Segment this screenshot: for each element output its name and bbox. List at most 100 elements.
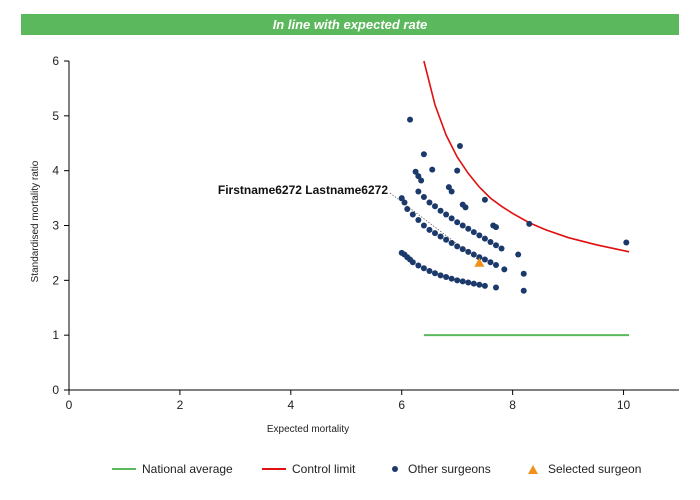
surgeon-point	[426, 268, 433, 275]
y-axis-title: Standardised mortality ratio	[30, 160, 41, 282]
surgeon-point	[398, 195, 405, 202]
y-tick-label: 6	[52, 54, 59, 68]
surgeon-point	[476, 254, 483, 261]
control-line-swatch	[262, 468, 286, 470]
surgeon-point	[432, 230, 438, 237]
surgeon-point	[415, 217, 422, 224]
legend-item-national: National average	[112, 460, 233, 478]
x-tick-label: 4	[287, 398, 294, 412]
surgeon-point	[401, 199, 408, 206]
surgeon-point	[454, 167, 461, 174]
selected-surgeon-label: Firstname6272 Lastname6272	[218, 183, 388, 197]
dot-swatch	[392, 466, 398, 472]
surgeon-point	[420, 222, 427, 229]
surgeon-point	[459, 278, 466, 285]
surgeon-point	[470, 229, 477, 236]
y-tick-label: 2	[52, 273, 59, 287]
legend-label-others: Other surgeons	[408, 462, 491, 476]
selected-surgeon-point	[474, 257, 485, 267]
legend-item-others: Other surgeons	[384, 460, 491, 478]
surgeon-point	[448, 240, 455, 247]
legend-label-selected: Selected surgeon	[548, 462, 642, 476]
y-tick-label: 1	[52, 328, 59, 342]
y-tick-label: 3	[52, 219, 59, 233]
surgeon-point	[459, 222, 466, 229]
surgeon-point	[437, 207, 444, 214]
x-tick-label: 6	[398, 398, 405, 412]
surgeon-point	[493, 224, 499, 231]
surgeon-point	[462, 204, 469, 211]
control-limit-line	[423, 60, 630, 253]
surgeon-point	[487, 238, 494, 245]
surgeon-point	[470, 280, 477, 287]
surgeon-point	[412, 168, 419, 175]
surgeon-point	[493, 242, 499, 249]
surgeon-point	[481, 282, 488, 289]
y-tick-label: 5	[52, 109, 59, 123]
surgeon-point	[404, 206, 411, 213]
surgeon-point	[520, 287, 527, 294]
legend-item-control: Control limit	[262, 460, 355, 478]
surgeon-point	[426, 226, 433, 233]
x-axis-title: Expected mortality	[267, 424, 349, 435]
surgeon-point	[415, 188, 422, 195]
surgeon-point	[420, 193, 427, 200]
surgeon-point	[443, 274, 450, 281]
surgeon-point	[418, 177, 425, 184]
surgeon-point	[465, 248, 472, 255]
national-line-swatch	[112, 468, 136, 470]
surgeon-point	[432, 270, 438, 277]
surgeon-point	[415, 262, 422, 269]
surgeon-point	[448, 188, 455, 195]
x-tick-label: 2	[177, 398, 184, 412]
y-tick-label: 0	[52, 383, 59, 397]
surgeon-point	[420, 265, 427, 272]
surgeon-point	[448, 275, 455, 282]
surgeon-point	[445, 184, 452, 191]
surgeon-point	[437, 233, 444, 240]
triangle-swatch	[528, 464, 538, 474]
legend-label-control: Control limit	[292, 462, 356, 476]
surgeon-point	[456, 142, 463, 149]
surgeon-point	[493, 284, 499, 291]
surgeon-point	[481, 196, 488, 203]
annotation-leader-line	[389, 192, 480, 262]
surgeon-point	[481, 235, 488, 242]
x-tick-label: 0	[66, 398, 73, 412]
surgeon-point	[493, 261, 499, 268]
surgeon-point	[454, 277, 461, 284]
surgeon-point	[465, 225, 472, 232]
y-tick-label: 4	[52, 164, 59, 178]
surgeon-point	[465, 279, 472, 286]
page-title: In line with expected rate	[21, 14, 679, 35]
surgeon-point	[415, 173, 422, 180]
funnel-plot: 0 1 2 3 4 5 6 0 2 4 6 8 10 Expected mortality Standard…	[30, 54, 679, 435]
surgeon-point	[623, 239, 630, 246]
surgeon-point	[501, 266, 508, 273]
surgeon-point	[426, 199, 433, 206]
surgeon-point	[420, 151, 427, 158]
surgeon-point	[437, 272, 444, 279]
surgeon-point	[432, 203, 438, 210]
surgeon-point	[526, 220, 533, 227]
surgeon-point	[454, 243, 461, 250]
legend-label-national: National average	[142, 462, 233, 476]
surgeon-point	[498, 245, 505, 252]
surgeon-point	[515, 251, 522, 258]
surgeon-point	[470, 251, 477, 258]
surgeon-point	[448, 215, 455, 222]
legend-item-selected: Selected surgeon	[522, 460, 641, 478]
legend: National average Control limit Other sur…	[0, 460, 700, 478]
surgeon-point	[443, 211, 450, 218]
surgeon-point	[409, 259, 416, 266]
surgeon-point	[520, 270, 527, 277]
surgeon-point	[409, 211, 416, 218]
surgeon-point	[429, 166, 436, 173]
surgeon-point	[454, 219, 461, 226]
surgeon-point	[476, 232, 483, 239]
surgeon-point	[443, 236, 450, 243]
surgeon-point	[407, 116, 414, 123]
surgeon-point	[459, 246, 466, 253]
surgeon-point	[476, 281, 483, 288]
surgeon-point	[487, 259, 494, 266]
